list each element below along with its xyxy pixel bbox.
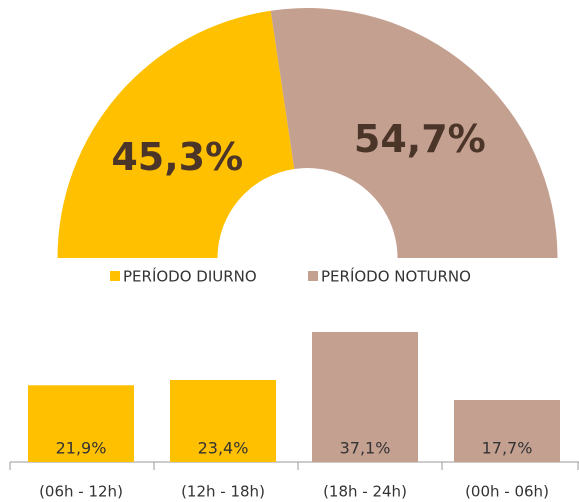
x-tick-label: (00h - 06h)	[465, 483, 549, 501]
segment-label: 45,3%	[111, 135, 243, 179]
bar	[454, 399, 560, 462]
bar	[312, 332, 418, 462]
x-tick-label: (18h - 24h)	[323, 483, 407, 501]
legend-label: PERÍODO NOTURNO	[321, 267, 471, 286]
x-tick-label: (06h - 12h)	[39, 483, 123, 501]
bar	[170, 380, 276, 462]
bar-value-label: 23,4%	[198, 439, 249, 458]
bar-value-label: 21,9%	[56, 439, 107, 458]
legend-label: PERÍODO DIURNO	[123, 267, 257, 286]
legend-swatch	[110, 271, 120, 281]
segment-label: 54,7%	[354, 117, 486, 161]
donut-segment	[270, 8, 558, 259]
legend-swatch	[308, 271, 318, 281]
donut-segment	[57, 10, 295, 259]
x-tick-label: (12h - 18h)	[181, 483, 265, 501]
bar-value-label: 37,1%	[340, 439, 391, 458]
bar-value-label: 17,7%	[482, 439, 533, 458]
bar	[28, 385, 134, 462]
